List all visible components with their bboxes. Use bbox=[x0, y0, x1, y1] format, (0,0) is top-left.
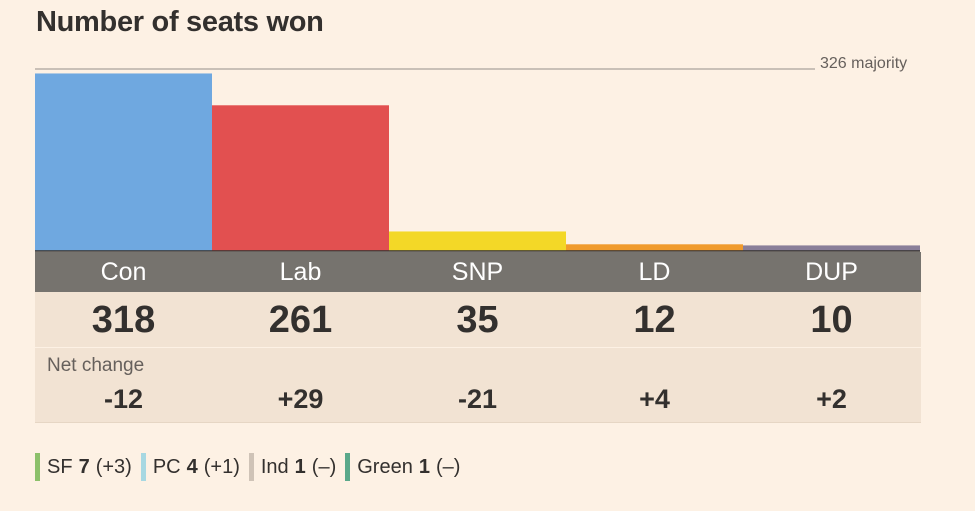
net-change-value: -12 bbox=[103, 384, 144, 414]
category-label: SNP bbox=[451, 258, 504, 286]
legend-change: (+3) bbox=[95, 455, 132, 478]
net-change-label: Net change bbox=[47, 355, 145, 376]
legend-change: (–) bbox=[311, 455, 337, 478]
legend-swatch bbox=[345, 453, 351, 481]
category-label: LD bbox=[638, 258, 671, 286]
seat-value: 35 bbox=[456, 299, 499, 341]
legend-item-sf: SF 7 (+3) bbox=[35, 453, 132, 481]
seat-value: 261 bbox=[268, 299, 333, 341]
bar-ld bbox=[566, 244, 743, 251]
legend-seats: 1 bbox=[294, 455, 306, 478]
net-change-value: +2 bbox=[816, 384, 847, 414]
legend-change: (+1) bbox=[203, 455, 240, 478]
legend-party: Ind bbox=[260, 455, 289, 478]
legend-party: PC bbox=[152, 455, 181, 478]
legend-item-green: Green 1 (–) bbox=[345, 453, 460, 481]
legend-swatch bbox=[35, 453, 40, 481]
row-divider bbox=[35, 347, 921, 348]
seat-value: 12 bbox=[633, 299, 676, 341]
category-band bbox=[35, 252, 921, 292]
legend-party: SF bbox=[47, 455, 73, 478]
category-label: DUP bbox=[805, 258, 858, 286]
category-label: Con bbox=[100, 258, 147, 286]
bar-chart bbox=[35, 68, 920, 252]
bar-snp bbox=[389, 231, 566, 251]
table-bottom-divider bbox=[35, 422, 921, 423]
legend-party: Green bbox=[357, 455, 413, 478]
bar-con bbox=[35, 73, 212, 252]
others-legend: SF 7 (+3) PC 4 (+1) Ind 1 (–) Green 1 (–… bbox=[35, 452, 469, 482]
legend-change: (–) bbox=[435, 455, 461, 478]
bar-lab bbox=[212, 105, 389, 251]
legend-seats: 4 bbox=[186, 455, 198, 478]
legend-item-pc: PC 4 (+1) bbox=[140, 453, 240, 481]
majority-label: 326 majority bbox=[820, 55, 908, 72]
legend-swatch bbox=[140, 453, 146, 481]
net-change-value: +29 bbox=[277, 384, 324, 414]
seat-value: 10 bbox=[810, 299, 853, 341]
legend-swatch bbox=[248, 453, 254, 481]
legend-item-ind: Ind 1 (–) bbox=[248, 453, 337, 481]
values-table bbox=[35, 292, 921, 423]
legend-seats: 7 bbox=[78, 455, 90, 478]
net-change-value: +4 bbox=[639, 384, 670, 414]
chart-title: Number of seats won bbox=[36, 6, 324, 38]
legend-seats: 1 bbox=[418, 455, 430, 478]
bar-dup bbox=[743, 245, 920, 251]
category-label: Lab bbox=[279, 258, 322, 286]
seat-value: 318 bbox=[91, 299, 156, 341]
net-change-value: -21 bbox=[457, 384, 498, 414]
